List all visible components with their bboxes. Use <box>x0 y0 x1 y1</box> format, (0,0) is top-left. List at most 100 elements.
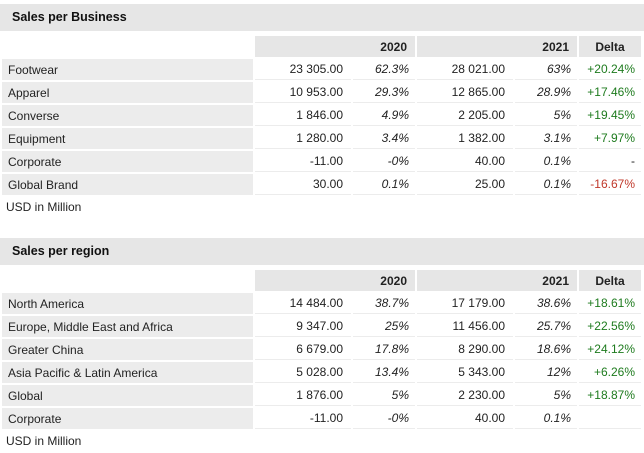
table-row: Asia Pacific & Latin America 5 028.00 13.4… <box>2 362 641 383</box>
value-2020: -11.00 <box>255 151 351 172</box>
delta-value: +18.61% <box>579 293 641 314</box>
delta-value: +17.46% <box>579 82 641 103</box>
value-2020: 1 280.00 <box>255 128 351 149</box>
table-row: Converse 1 846.00 4.9% 2 205.00 5% +19.45% <box>2 105 641 126</box>
value-2021: 5 343.00 <box>417 362 513 383</box>
share-2021: 0.1% <box>515 408 577 429</box>
value-2021: 28 021.00 <box>417 59 513 80</box>
value-2020: 23 305.00 <box>255 59 351 80</box>
share-2021: 28.9% <box>515 82 577 103</box>
region-table-header: 2020 2021 Delta <box>2 270 641 291</box>
share-2020: 5% <box>353 385 415 406</box>
header-year-2021: 2021 <box>417 270 577 291</box>
share-2020: 29.3% <box>353 82 415 103</box>
delta-value: -16.67% <box>579 174 641 195</box>
value-2020: 14 484.00 <box>255 293 351 314</box>
share-2020: 13.4% <box>353 362 415 383</box>
table-row: Corporate -11.00 -0% 40.00 0.1% - <box>2 151 641 172</box>
value-2021: 11 456.00 <box>417 316 513 337</box>
delta-value: +6.26% <box>579 362 641 383</box>
delta-value: +7.97% <box>579 128 641 149</box>
row-label: Converse <box>2 105 253 126</box>
table-row: Equipment 1 280.00 3.4% 1 382.00 3.1% +7.97% <box>2 128 641 149</box>
value-2021: 40.00 <box>417 408 513 429</box>
row-label: Equipment <box>2 128 253 149</box>
value-2021: 2 230.00 <box>417 385 513 406</box>
business-footnote: USD in Million <box>6 200 82 214</box>
value-2020: 5 028.00 <box>255 362 351 383</box>
table-row: Footwear 23 305.00 62.3% 28 021.00 63% +20.24… <box>2 59 641 80</box>
share-2021: 18.6% <box>515 339 577 360</box>
share-2021: 0.1% <box>515 151 577 172</box>
row-label: Footwear <box>2 59 253 80</box>
value-2020: 10 953.00 <box>255 82 351 103</box>
region-section-header: Sales per region <box>0 238 644 265</box>
value-2020: 1 876.00 <box>255 385 351 406</box>
share-2021: 25.7% <box>515 316 577 337</box>
share-2021: 5% <box>515 385 577 406</box>
row-label: Global <box>2 385 253 406</box>
value-2020: 9 347.00 <box>255 316 351 337</box>
share-2020: -0% <box>353 408 415 429</box>
share-2021: 38.6% <box>515 293 577 314</box>
value-2020: 30.00 <box>255 174 351 195</box>
table-row: Global 1 876.00 5% 2 230.00 5% +18.87% <box>2 385 641 406</box>
table-row: Global Brand 30.00 0.1% 25.00 0.1% -16.67% <box>2 174 641 195</box>
header-blank <box>2 270 253 291</box>
value-2021: 12 865.00 <box>417 82 513 103</box>
header-year-2020: 2020 <box>255 270 415 291</box>
share-2020: 17.8% <box>353 339 415 360</box>
header-year-2021: 2021 <box>417 36 577 57</box>
value-2021: 1 382.00 <box>417 128 513 149</box>
share-2020: 62.3% <box>353 59 415 80</box>
delta-value <box>579 408 641 429</box>
share-2021: 12% <box>515 362 577 383</box>
share-2020: 4.9% <box>353 105 415 126</box>
table-row: Europe, Middle East and Africa 9 347.00 25… <box>2 316 641 337</box>
delta-value: +22.56% <box>579 316 641 337</box>
share-2020: 25% <box>353 316 415 337</box>
delta-value: - <box>579 151 641 172</box>
delta-value: +24.12% <box>579 339 641 360</box>
region-footnote: USD in Million <box>6 434 82 448</box>
share-2020: 3.4% <box>353 128 415 149</box>
row-label: Greater China <box>2 339 253 360</box>
value-2021: 17 179.00 <box>417 293 513 314</box>
row-label: Global Brand <box>2 174 253 195</box>
value-2021: 40.00 <box>417 151 513 172</box>
business-section-title: Sales per Business <box>12 10 127 24</box>
table-row: North America 14 484.00 38.7% 17 179.00 38.6… <box>2 293 641 314</box>
value-2021: 8 290.00 <box>417 339 513 360</box>
value-2020: 6 679.00 <box>255 339 351 360</box>
value-2021: 2 205.00 <box>417 105 513 126</box>
value-2020: 1 846.00 <box>255 105 351 126</box>
header-year-2020: 2020 <box>255 36 415 57</box>
share-2020: 0.1% <box>353 174 415 195</box>
row-label: North America <box>2 293 253 314</box>
table-row: Corporate -11.00 -0% 40.00 0.1% <box>2 408 641 429</box>
table-row: Greater China 6 679.00 17.8% 8 290.00 18.6% +… <box>2 339 641 360</box>
header-delta: Delta <box>579 270 641 291</box>
share-2021: 63% <box>515 59 577 80</box>
delta-value: +19.45% <box>579 105 641 126</box>
row-label: Europe, Middle East and Africa <box>2 316 253 337</box>
row-label: Corporate <box>2 151 253 172</box>
header-delta: Delta <box>579 36 641 57</box>
header-blank <box>2 36 253 57</box>
share-2020: -0% <box>353 151 415 172</box>
value-2020: -11.00 <box>255 408 351 429</box>
business-table: 2020 2021 Delta Footwear 23 305.00 62.3% 28… <box>0 34 643 197</box>
share-2021: 3.1% <box>515 128 577 149</box>
delta-value: +18.87% <box>579 385 641 406</box>
value-2021: 25.00 <box>417 174 513 195</box>
business-table-header: 2020 2021 Delta <box>2 36 641 57</box>
row-label: Asia Pacific & Latin America <box>2 362 253 383</box>
delta-value: +20.24% <box>579 59 641 80</box>
row-label: Apparel <box>2 82 253 103</box>
share-2021: 0.1% <box>515 174 577 195</box>
share-2021: 5% <box>515 105 577 126</box>
table-row: Apparel 10 953.00 29.3% 12 865.00 28.9% +17.4… <box>2 82 641 103</box>
business-section-header: Sales per Business <box>0 4 644 31</box>
region-section-title: Sales per region <box>12 244 110 258</box>
region-table: 2020 2021 Delta North America 14 484.00 38… <box>0 268 643 431</box>
